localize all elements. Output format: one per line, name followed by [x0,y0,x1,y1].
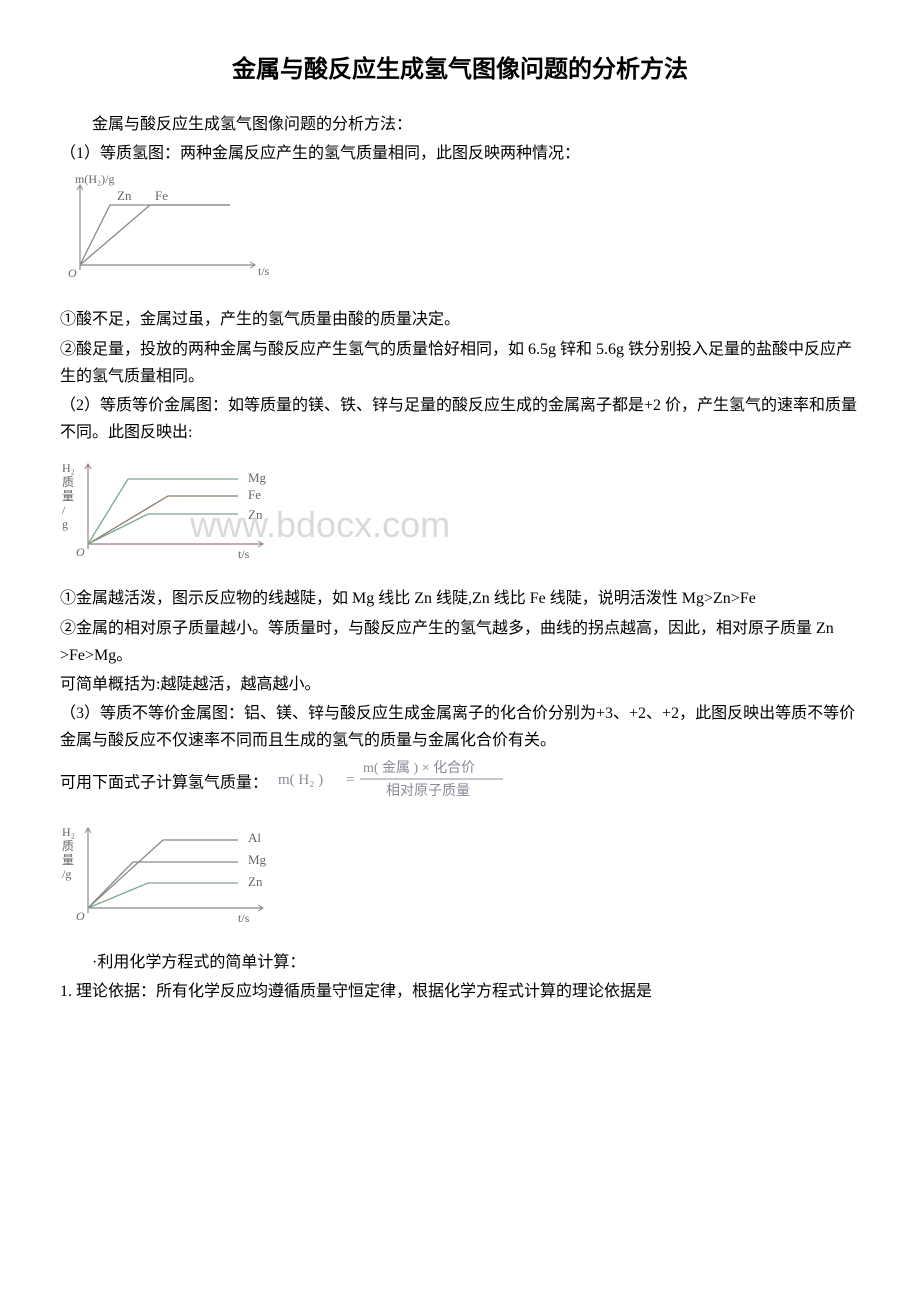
chart1-label-fe: Fe [155,188,168,203]
chart2-line-zn [88,514,238,544]
chart2-line-mg [88,479,238,544]
svg-text:t/s: t/s [238,547,250,561]
svg-text:/: / [62,503,66,517]
section1-heading: （1）等质氢图：两种金属反应产生的氢气质量相同，此图反映两种情况： [60,140,860,167]
chart-1-equal-h2: m(H₂)/g O t/s Zn Fe [60,175,860,294]
svg-text:质: 质 [62,475,74,489]
chart3-label-zn: Zn [248,874,263,889]
svg-text:H₂: H₂ [62,825,75,839]
chart1-ylabel: m(H₂)/g [75,175,115,186]
svg-text:t/s: t/s [238,911,250,925]
chart3-label-mg: Mg [248,852,267,867]
page-title: 金属与酸反应生成氢气图像问题的分析方法 [60,50,860,91]
section4-heading: ·利用化学方程式的简单计算： [60,949,860,976]
intro-text: 金属与酸反应生成氢气图像问题的分析方法： [60,111,860,138]
chart2-label-fe: Fe [248,487,261,502]
section3-formula-line: 可用下面式子计算氢气质量： m( H₂ ) = m( 金属 ) × 化合价 相对… [60,757,860,810]
svg-text:O: O [76,545,85,559]
svg-text:m( H₂ ): m( H₂ ) [278,772,323,788]
chart1-line-zn [80,205,230,265]
section2-p2: ②金属的相对原子质量越小。等质量时，与酸反应产生的氢气越多，曲线的拐点越高，因此… [60,615,860,669]
chart1-label-zn: Zn [117,188,132,203]
chart1-line-fe [80,205,230,265]
section1-p1: ①酸不足，金属过虽，产生的氢气质量由酸的质量决定。 [60,306,860,333]
formula-prefix: 可用下面式子计算氢气质量： [60,774,268,791]
formula: m( H₂ ) = m( 金属 ) × 化合价 相对原子质量 [278,757,508,810]
section4-p1: 1. 理论依据：所有化学反应均遵循质量守恒定律，根据化学方程式计算的理论依据是 [60,978,860,1005]
section2-heading: （2）等质等价金属图：如等质量的镁、铁、锌与足量的酸反应生成的金属离子都是+2 … [60,392,860,446]
chart3-label-al: Al [248,830,261,845]
svg-text:=: = [346,772,354,788]
svg-text:O: O [68,266,77,280]
svg-text:量: 量 [62,853,74,867]
svg-text:量: 量 [62,489,74,503]
svg-text:m( 金属 ) × 化合价: m( 金属 ) × 化合价 [363,760,475,776]
chart2-label-mg: Mg [248,470,267,485]
section1-p2: ②酸足量，投放的两种金属与酸反应产生氢气的质量恰好相同，如 6.5g 锌和 5.… [60,336,860,390]
chart1-xlabel: t/s [258,264,270,278]
section2-p3: 可简单概括为:越陡越活，越高越小。 [60,671,860,698]
section3-heading: （3）等质不等价金属图：铝、镁、锌与酸反应生成金属离子的化合价分别为+3、+2、… [60,700,860,754]
svg-text:g: g [62,517,68,531]
chart3-line-al [88,840,238,908]
chart-2-equal-mass-valence: H₂ 质 量 / g O t/s Mg Fe Zn www.bdocx.com [60,454,860,573]
svg-text:O: O [76,909,85,923]
chart2-line-fe [88,496,238,544]
chart2-label-zn: Zn [248,507,263,522]
chart3-line-mg [88,862,238,908]
svg-text:质: 质 [62,839,74,853]
chart-3-unequal-valence: H₂ 质 量 /g O t/s Al Mg Zn [60,818,860,937]
svg-text:相对原子质量: 相对原子质量 [386,783,470,799]
svg-text:H₂: H₂ [62,461,75,475]
section2-p1: ①金属越活泼，图示反应物的线越陡，如 Mg 线比 Zn 线陡,Zn 线比 Fe … [60,585,860,612]
svg-text:/g: /g [62,867,71,881]
